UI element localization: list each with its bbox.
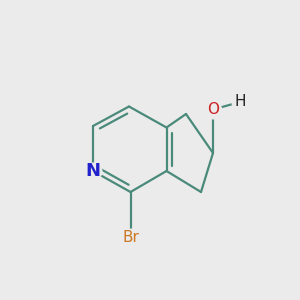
Text: N: N xyxy=(85,162,100,180)
Text: O: O xyxy=(207,102,219,117)
Text: Br: Br xyxy=(122,230,139,244)
Text: H: H xyxy=(234,94,246,110)
